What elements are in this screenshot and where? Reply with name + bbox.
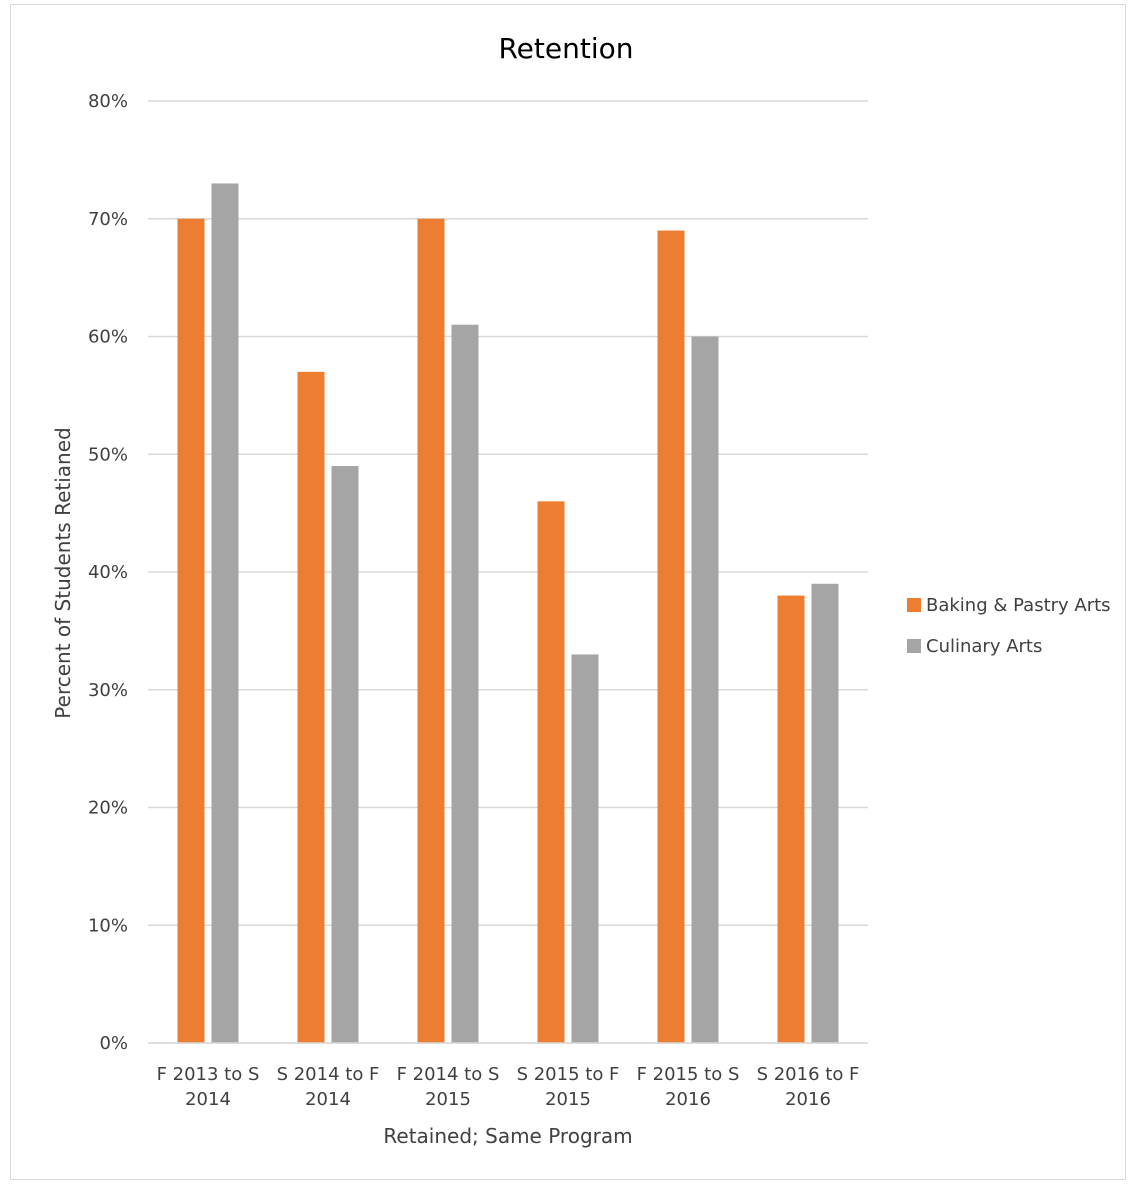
bar-baking-pastry-arts <box>297 371 325 1043</box>
y-tick-label: 30% <box>88 680 128 701</box>
legend-label: Baking & Pastry Arts <box>926 595 1111 616</box>
x-tick-label: S 2015 to F <box>517 1064 620 1085</box>
bar-culinary-arts <box>571 654 599 1043</box>
gridlines <box>148 100 868 1044</box>
bar-culinary-arts <box>691 336 719 1043</box>
x-tick-label: 2014 <box>185 1089 231 1110</box>
legend-label: Culinary Arts <box>926 636 1042 657</box>
y-tick-label: 20% <box>88 798 128 819</box>
y-axis-title: Percent of Students Retianed <box>51 427 75 718</box>
bar-culinary-arts <box>811 583 839 1043</box>
bar-baking-pastry-arts <box>777 595 805 1043</box>
x-tick-label: 2014 <box>305 1089 351 1110</box>
y-axis-ticks: 0% 10% 20% 30% 40% 50% 60% 70% 80% <box>88 91 128 1054</box>
x-tick-label: 2016 <box>785 1089 831 1110</box>
y-tick-label: 70% <box>88 209 128 230</box>
y-tick-label: 60% <box>88 327 128 348</box>
bar-culinary-arts <box>331 466 359 1043</box>
bar-baking-pastry-arts <box>177 218 205 1043</box>
y-tick-label: 80% <box>88 91 128 112</box>
x-tick-label: F 2014 to S <box>397 1064 500 1085</box>
bars <box>177 183 839 1044</box>
x-tick-label: 2015 <box>545 1089 591 1110</box>
x-tick-label: S 2016 to F <box>757 1064 860 1085</box>
x-tick-label: F 2013 to S <box>157 1064 260 1085</box>
y-tick-label: 40% <box>88 562 128 583</box>
x-tick-label: 2015 <box>425 1089 471 1110</box>
x-tick-label: 2016 <box>665 1089 711 1110</box>
x-tick-label: S 2014 to F <box>277 1064 380 1085</box>
chart-title: Retention <box>498 32 633 65</box>
bar-culinary-arts <box>451 324 479 1044</box>
x-tick-label: F 2015 to S <box>637 1064 740 1085</box>
legend: Baking & Pastry Arts Culinary Arts <box>907 595 1111 657</box>
legend-swatch <box>907 639 921 653</box>
x-axis-title: Retained; Same Program <box>383 1124 632 1148</box>
bar-baking-pastry-arts <box>417 218 445 1043</box>
y-tick-label: 0% <box>99 1033 128 1054</box>
bar-baking-pastry-arts <box>537 501 565 1044</box>
x-axis-ticks: F 2013 to S 2014 S 2014 to F 2014 F 2014 to … <box>157 1064 860 1110</box>
bar-culinary-arts <box>211 183 239 1044</box>
y-tick-label: 50% <box>88 444 128 465</box>
bar-baking-pastry-arts <box>657 230 685 1043</box>
y-tick-label: 10% <box>88 915 128 936</box>
legend-swatch <box>907 598 921 612</box>
